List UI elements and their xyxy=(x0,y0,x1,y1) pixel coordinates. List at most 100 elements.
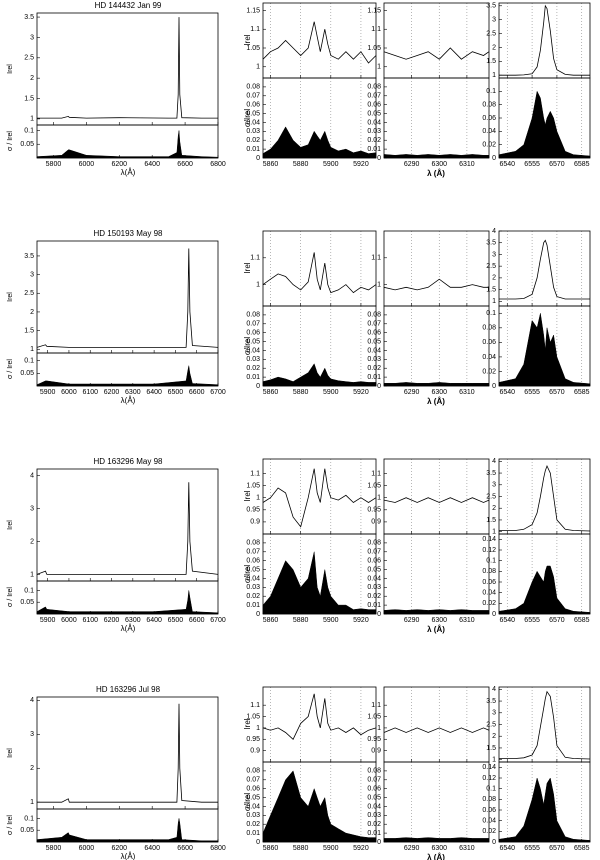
y-axis-label: Irel xyxy=(243,718,252,729)
y-tick-label: 0.03 xyxy=(367,356,381,363)
x-tick-label: 6000 xyxy=(79,845,95,852)
panel-frame xyxy=(383,305,490,387)
panel-frame xyxy=(262,761,377,843)
sigma-area xyxy=(383,154,490,159)
y-tick-label: 0.02 xyxy=(246,593,260,600)
y-tick-label: 0.14 xyxy=(482,536,496,543)
x-axis-label: λ (Å) xyxy=(427,853,445,860)
y-axis-label: Irel xyxy=(7,748,14,758)
x-tick-label: 6300 xyxy=(431,389,447,396)
y-tick-label: 0.06 xyxy=(246,786,260,793)
panel-frame xyxy=(262,305,377,387)
y-tick-label: 2 xyxy=(30,538,34,545)
y-tick-label: 0 xyxy=(377,611,381,618)
y-tick-label: 0.08 xyxy=(482,102,496,109)
panel-frame xyxy=(498,686,591,763)
y-tick-label: 0.04 xyxy=(367,347,381,354)
y-tick-label: 0.12 xyxy=(482,547,496,554)
y-tick-label: 0.04 xyxy=(367,803,381,810)
sigma-area xyxy=(36,130,219,159)
y-tick-label: 0.08 xyxy=(367,312,381,319)
y-tick-label: 4 xyxy=(30,472,34,479)
x-tick-label: 6585 xyxy=(574,389,590,396)
x-tick-label: 6400 xyxy=(144,161,160,168)
y-tick-label: 0.1 xyxy=(24,815,34,822)
y-tick-label: 1.15 xyxy=(246,7,260,14)
y-tick-label: 0.04 xyxy=(246,803,260,810)
y-tick-label: 0 xyxy=(492,383,496,390)
y-axis-label: Irel xyxy=(243,490,252,501)
y-tick-label: 1 xyxy=(256,495,260,502)
flux-line xyxy=(383,47,490,60)
x-tick-label: 6570 xyxy=(549,845,565,852)
y-tick-label: 2 xyxy=(492,733,496,740)
y-tick-label: 0.05 xyxy=(367,566,381,573)
y-tick-label: 4 xyxy=(492,458,496,465)
y-axis-label: Irel xyxy=(7,520,14,530)
x-tick-label: 6585 xyxy=(574,845,590,852)
y-tick-label: 0.07 xyxy=(367,93,381,100)
y-tick-label: 1 xyxy=(492,298,496,305)
y-tick-label: 3 xyxy=(492,710,496,717)
x-tick-label: 6540 xyxy=(499,161,515,168)
panel-frame xyxy=(262,230,377,307)
y-tick-label: 0.14 xyxy=(482,764,496,771)
y-tick-label: 0.1 xyxy=(486,558,496,565)
sigma-area xyxy=(383,609,490,615)
y-tick-label: 2 xyxy=(30,765,34,772)
flux-line xyxy=(499,464,591,532)
y-tick-label: 0.1 xyxy=(24,127,34,134)
y-tick-label: 0.06 xyxy=(367,786,381,793)
y-tick-label: 0.08 xyxy=(482,325,496,332)
panel-frame xyxy=(383,2,490,79)
x-tick-label: 6200 xyxy=(104,389,120,396)
x-tick-label: 5860 xyxy=(263,161,279,168)
x-axis-label: λ(Å) xyxy=(121,852,136,860)
sigma-area xyxy=(36,365,219,387)
y-tick-label: 0.1 xyxy=(486,88,496,95)
y-tick-label: 1.5 xyxy=(24,327,34,334)
flux-line xyxy=(383,727,490,733)
y-tick-label: 2.5 xyxy=(24,290,34,297)
y-tick-label: 0.03 xyxy=(246,128,260,135)
x-tick-label: 6310 xyxy=(459,845,475,852)
x-tick-label: 6600 xyxy=(189,389,205,396)
y-tick-label: 0.9 xyxy=(250,747,260,754)
row-title: HD 163296 Jul 98 xyxy=(96,685,161,694)
y-tick-label: 0.07 xyxy=(246,549,260,556)
panel-frame xyxy=(36,124,219,159)
y-tick-label: 1.5 xyxy=(486,517,496,524)
x-tick-label: 6290 xyxy=(404,845,420,852)
panel-frame xyxy=(262,77,377,159)
y-tick-label: 0.01 xyxy=(367,830,381,837)
panel-frame xyxy=(383,761,490,843)
x-tick-label: 6290 xyxy=(404,389,420,396)
y-tick-label: 0.02 xyxy=(482,142,496,149)
y-tick-label: 0.01 xyxy=(246,146,260,153)
x-tick-label: 6500 xyxy=(168,389,184,396)
y-tick-label: 2.5 xyxy=(486,263,496,270)
panel-frame xyxy=(383,230,490,307)
y-tick-label: 0.02 xyxy=(246,821,260,828)
y-tick-label: 0.05 xyxy=(20,827,34,834)
y-tick-label: 0.08 xyxy=(246,84,260,91)
x-tick-label: 6400 xyxy=(144,845,160,852)
y-tick-label: 0.06 xyxy=(482,807,496,814)
y-tick-label: 0.04 xyxy=(246,347,260,354)
y-tick-label: 3 xyxy=(30,271,34,278)
y-tick-label: 1 xyxy=(30,116,34,123)
x-tick-label: 6555 xyxy=(524,161,540,168)
y-tick-label: 1.5 xyxy=(486,58,496,65)
y-tick-label: 3.5 xyxy=(24,253,34,260)
flux-line xyxy=(262,21,377,64)
y-tick-label: 2 xyxy=(30,75,34,82)
x-tick-label: 6290 xyxy=(404,617,420,624)
flux-line xyxy=(36,248,219,348)
y-tick-label: 1.1 xyxy=(250,255,260,262)
y-tick-label: 0.04 xyxy=(367,119,381,126)
x-tick-label: 5900 xyxy=(323,389,339,396)
sigma-area xyxy=(262,551,377,615)
panel-frame xyxy=(498,533,591,615)
y-tick-label: 3 xyxy=(492,482,496,489)
y-tick-label: 1 xyxy=(377,281,381,288)
